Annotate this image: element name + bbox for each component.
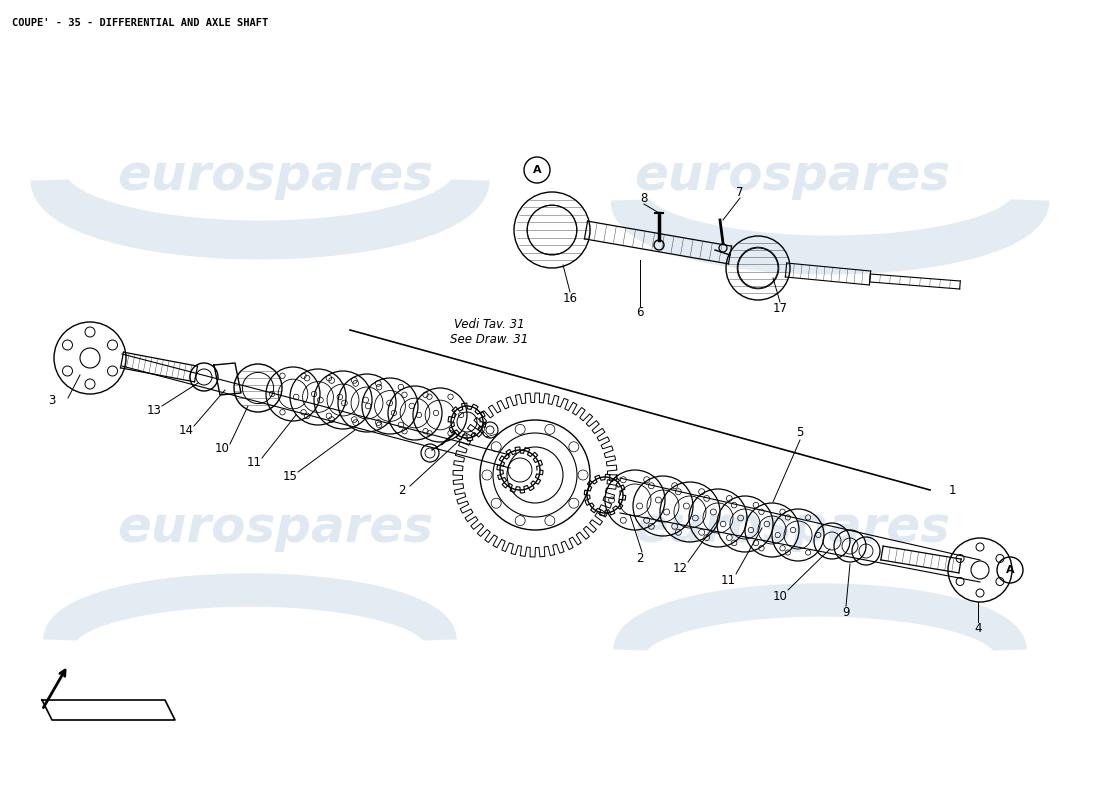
Text: A: A <box>1005 565 1014 575</box>
Text: Vedi Tav. 31
See Draw. 31: Vedi Tav. 31 See Draw. 31 <box>450 318 529 346</box>
Text: eurospares: eurospares <box>634 152 950 200</box>
Text: 2: 2 <box>636 551 644 565</box>
Text: eurospares: eurospares <box>117 152 433 200</box>
Text: 2: 2 <box>398 483 406 497</box>
Text: eurospares: eurospares <box>634 504 950 552</box>
Text: 3: 3 <box>48 394 56 406</box>
Text: 12: 12 <box>672 562 688 574</box>
Text: 14: 14 <box>178 423 194 437</box>
Text: 5: 5 <box>796 426 804 438</box>
Text: 8: 8 <box>640 191 648 205</box>
Text: eurospares: eurospares <box>117 504 433 552</box>
Text: COUPE' - 35 - DIFFERENTIAL AND AXLE SHAFT: COUPE' - 35 - DIFFERENTIAL AND AXLE SHAF… <box>12 18 268 28</box>
Text: 15: 15 <box>283 470 297 482</box>
Text: 4: 4 <box>975 622 981 634</box>
Text: 16: 16 <box>562 291 578 305</box>
Text: 10: 10 <box>214 442 230 454</box>
Text: 13: 13 <box>146 403 162 417</box>
Text: 1: 1 <box>948 483 956 497</box>
Text: 7: 7 <box>736 186 744 198</box>
Text: 10: 10 <box>772 590 788 602</box>
Text: 11: 11 <box>720 574 736 586</box>
Text: 11: 11 <box>246 455 262 469</box>
Text: 9: 9 <box>843 606 849 618</box>
Text: A: A <box>532 165 541 175</box>
Text: 17: 17 <box>772 302 788 314</box>
Text: 6: 6 <box>636 306 644 318</box>
